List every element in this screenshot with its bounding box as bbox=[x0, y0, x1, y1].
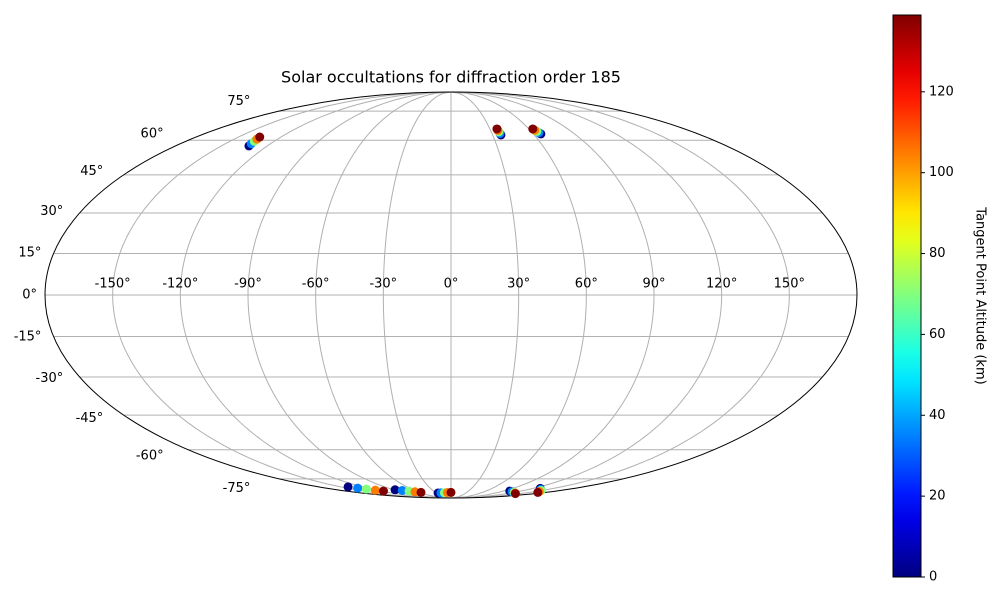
colorbar-tick-label: 100 bbox=[929, 165, 954, 180]
chart-title: Solar occultations for diffraction order… bbox=[281, 68, 621, 87]
point bbox=[370, 485, 380, 495]
point bbox=[397, 485, 407, 495]
y-tick-label: 45° bbox=[80, 164, 103, 179]
point bbox=[390, 485, 400, 495]
y-tick-label: -30° bbox=[36, 371, 64, 386]
x-tick-label: 60° bbox=[575, 277, 598, 292]
point bbox=[510, 489, 520, 499]
x-tick-label: -30° bbox=[369, 277, 397, 292]
y-tick-label: -15° bbox=[14, 329, 42, 344]
y-tick-label: -60° bbox=[136, 448, 164, 463]
point bbox=[255, 132, 265, 142]
x-tick-label: -60° bbox=[302, 277, 330, 292]
point bbox=[446, 487, 456, 497]
colorbar bbox=[892, 14, 922, 578]
x-tick-label: -120° bbox=[162, 277, 198, 292]
colorbar-tick-label: 20 bbox=[929, 489, 946, 504]
x-tick-label: -150° bbox=[95, 277, 131, 292]
point bbox=[378, 486, 388, 496]
x-tick-label: -90° bbox=[234, 277, 262, 292]
colorbar-tick-label: 120 bbox=[929, 84, 954, 99]
y-tick-label: -45° bbox=[76, 411, 104, 426]
x-tick-label: 0° bbox=[444, 277, 459, 292]
point bbox=[492, 124, 502, 134]
point bbox=[361, 484, 371, 494]
y-tick-label: 75° bbox=[227, 94, 250, 109]
map-boundary bbox=[44, 91, 858, 499]
point bbox=[343, 482, 353, 492]
y-tick-label: 0° bbox=[22, 288, 37, 303]
point bbox=[353, 483, 363, 493]
y-tick-label: 60° bbox=[141, 127, 164, 142]
point bbox=[528, 124, 538, 134]
colorbar-tick-label: 80 bbox=[929, 246, 946, 261]
y-tick-label: -75° bbox=[223, 481, 251, 496]
y-tick-label: 30° bbox=[40, 204, 63, 219]
colorbar-label: Tangent Point Altitude (km) bbox=[973, 206, 988, 384]
y-tick-label: 15° bbox=[18, 246, 41, 261]
colorbar-tick-label: 40 bbox=[929, 408, 946, 423]
x-tick-label: 150° bbox=[774, 277, 805, 292]
point bbox=[533, 487, 543, 497]
colorbar-tick-label: 0 bbox=[929, 570, 937, 585]
x-tick-label: 120° bbox=[706, 277, 737, 292]
point bbox=[416, 487, 426, 497]
x-tick-label: 90° bbox=[642, 277, 665, 292]
x-tick-label: 30° bbox=[507, 277, 530, 292]
grid bbox=[45, 91, 857, 499]
points bbox=[244, 124, 546, 499]
colorbar-tick-label: 60 bbox=[929, 327, 946, 342]
